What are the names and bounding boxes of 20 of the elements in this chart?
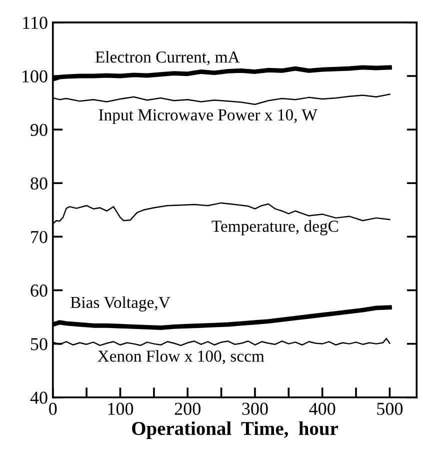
x-axis-title: Operational Time, hour — [132, 421, 338, 440]
x-tick-label: 0 — [49, 402, 57, 415]
x-tick-label: 100 — [108, 402, 134, 415]
series-label: Electron Current, mA — [95, 50, 240, 66]
x-tick-label: 400 — [309, 402, 336, 415]
series-label: Input Microwave Power x 10, W — [98, 109, 318, 124]
y-tick-label: 60 — [30, 284, 48, 297]
y-tick-label: 50 — [31, 338, 48, 350]
y-tick-label: 80 — [30, 177, 48, 190]
x-tick-label: 500 — [377, 402, 403, 415]
series-label: Bias Voltage,V — [70, 296, 170, 312]
series-label: Temperature, degC — [212, 220, 338, 236]
series-label: Xenon Flow x 100, sccm — [98, 350, 264, 364]
x-tick-label: 200 — [174, 402, 200, 415]
y-tick-label: 90 — [30, 124, 48, 136]
y-tick-label: 100 — [22, 70, 48, 82]
x-tick-label: 300 — [242, 402, 268, 415]
y-tick-label: 40 — [30, 392, 48, 404]
y-tick-label: 110 — [23, 16, 48, 29]
y-tick-label: 70 — [31, 230, 48, 244]
